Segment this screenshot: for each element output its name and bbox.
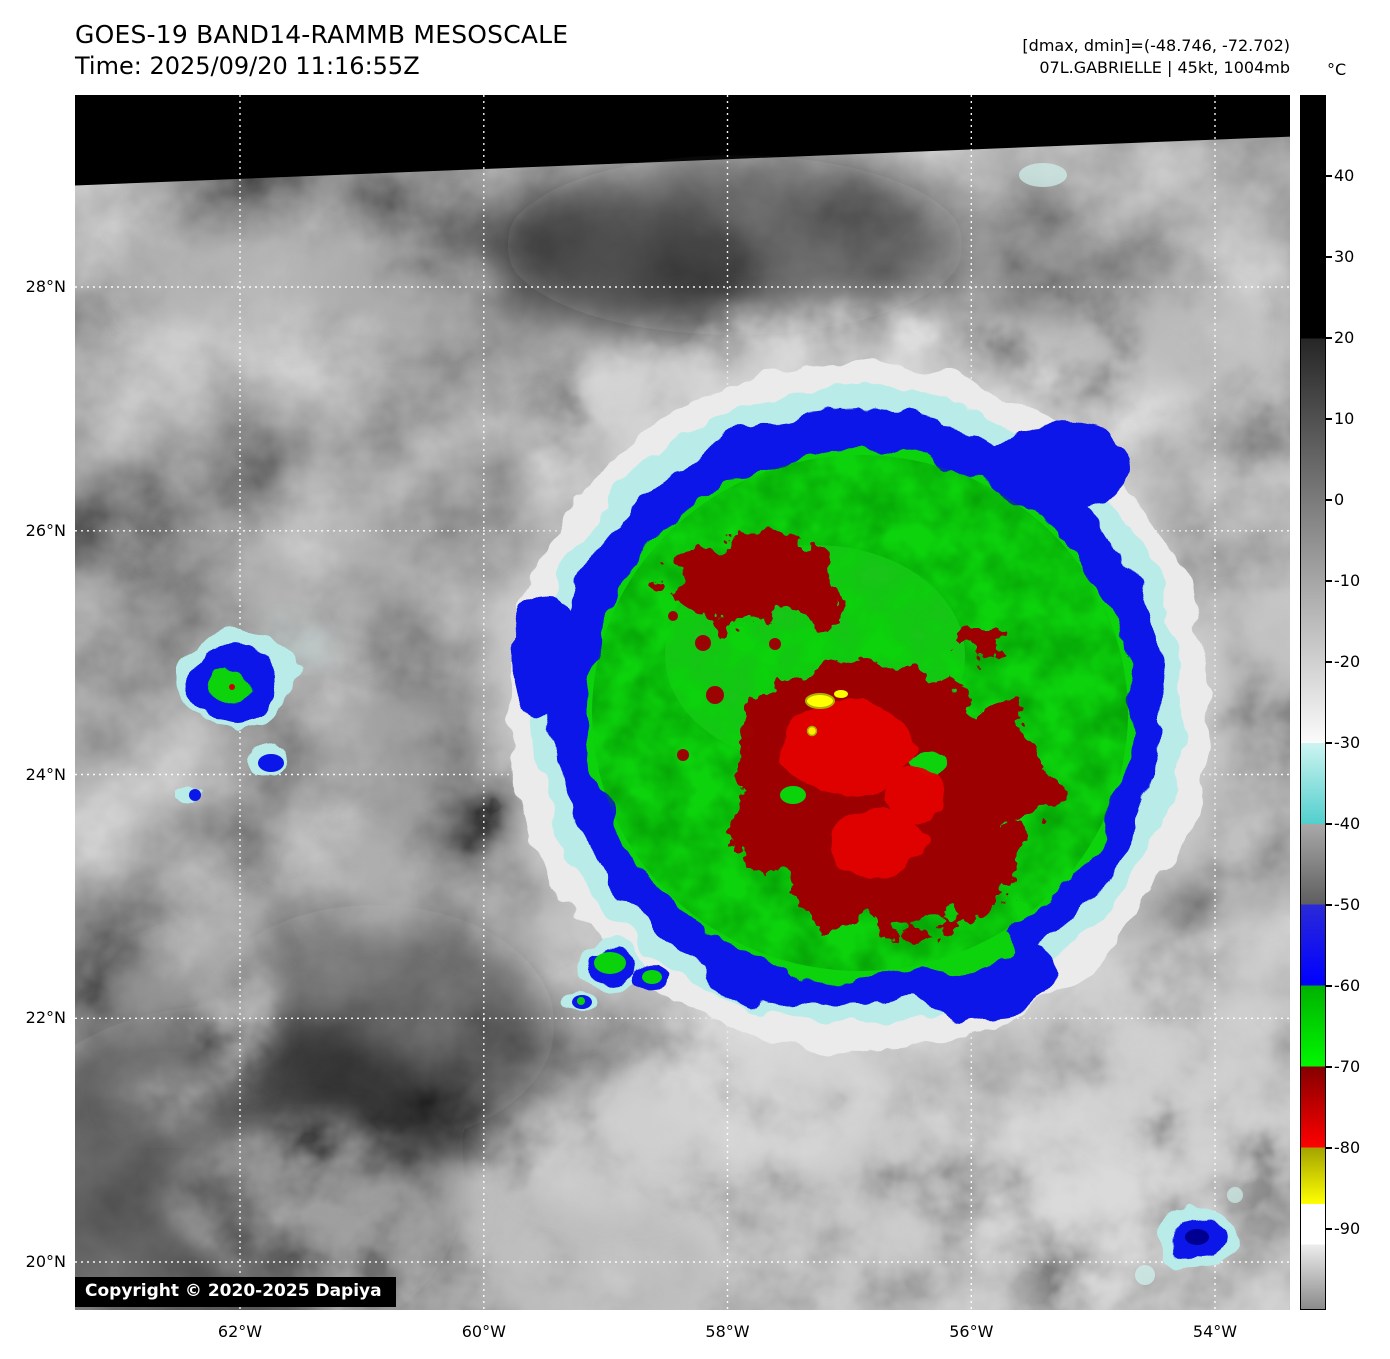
lat-label: 26°N: [25, 520, 66, 540]
dark-red-speck: [706, 686, 724, 704]
copyright-badge: Copyright © 2020-2025 Dapiya: [75, 1277, 396, 1307]
northeast-cirrus: [1019, 163, 1067, 187]
colorbar-tick-label: 40: [1325, 166, 1355, 185]
coldest-yellow-spot: [834, 690, 848, 698]
lat-label: 20°N: [25, 1252, 66, 1271]
dmax-dmin-readout: [dmax, dmin]=(-48.746, -72.702): [1022, 36, 1290, 55]
lat-label: 22°N: [25, 1008, 66, 1028]
lon-label: 58°W: [705, 1322, 750, 1341]
lon-label: 62°W: [217, 1322, 263, 1341]
coldest-yellow-spot: [805, 693, 835, 709]
coldest-yellow-spot: [806, 725, 818, 737]
colorbar-gradient: [1300, 95, 1326, 1310]
colorbar-tick-label: -90: [1325, 1219, 1361, 1238]
colorbar-tick-label: 30: [1325, 247, 1355, 266]
colorbar-tick-label: -20: [1325, 652, 1361, 671]
page-title: GOES-19 BAND14-RAMMB MESOSCALE: [75, 20, 569, 49]
colorbar-tick-label: 0: [1325, 490, 1345, 509]
lon-label: 60°W: [461, 1322, 506, 1341]
colorbar-tick-label: -80: [1325, 1138, 1361, 1157]
dark-red-speck: [677, 749, 689, 761]
dark-red-speck: [695, 635, 711, 651]
colorbar-ticks: 40 30 20 10 0 -10 -20 -30 -40 -50 -60 -70 -80 -90: [1325, 95, 1386, 1310]
colorbar-unit: °C: [1327, 60, 1347, 79]
colorbar-tick-label: 20: [1325, 328, 1355, 347]
dark-red-speck: [668, 611, 678, 621]
colorbar-tick-label: -10: [1325, 571, 1361, 590]
southeast-convective-cell: [1135, 1187, 1243, 1285]
bright-red-core: [783, 697, 951, 879]
colorbar-tick-label: -70: [1325, 1057, 1361, 1076]
lat-label: 24°N: [25, 764, 66, 784]
storm-id-readout: 07L.GABRIELLE | 45kt, 1004mb: [1039, 58, 1290, 77]
lon-label: 56°W: [949, 1322, 994, 1341]
south-convective-cells: [566, 941, 670, 1013]
lat-label: 28°N: [25, 277, 66, 296]
satellite-map: Copyright © 2020-2025 Dapiya: [75, 95, 1290, 1310]
colorbar-tick-label: -60: [1325, 976, 1361, 995]
satellite-image: [75, 95, 1290, 1310]
dark-red-speck: [740, 724, 754, 738]
colorbar-tick-label: -40: [1325, 814, 1361, 833]
dark-red-north-patch: [667, 531, 840, 623]
lon-label: 54°W: [1192, 1322, 1238, 1341]
timestamp: Time: 2025/09/20 11:16:55Z: [75, 52, 420, 80]
dark-red-speck: [769, 638, 781, 650]
storm-gabrielle: [462, 312, 1252, 1102]
green-hole-in-red: [780, 786, 806, 804]
west-convective-cells: [179, 618, 330, 805]
colorbar-tick-label: -50: [1325, 895, 1361, 914]
colorbar-tick-label: 10: [1325, 409, 1355, 428]
colorbar-tick-label: -30: [1325, 733, 1361, 752]
